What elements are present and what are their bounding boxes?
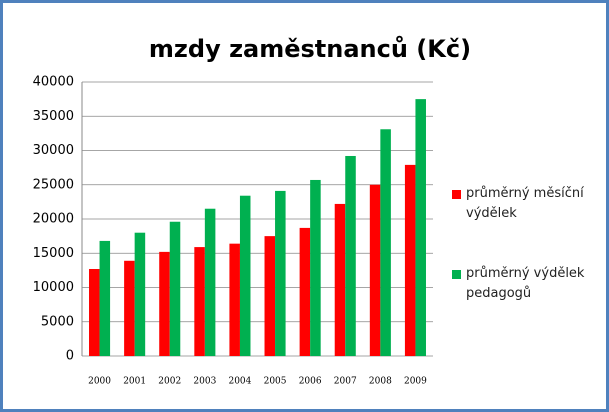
x-tick-label: 2005: [264, 377, 287, 387]
x-tick-label: 2007: [334, 377, 357, 387]
bar: [124, 260, 135, 356]
y-tick-label: 20000: [33, 212, 74, 227]
x-tick-label: 2001: [123, 377, 146, 387]
y-tick-label: 25000: [33, 177, 74, 192]
x-tick-label: 2008: [369, 377, 392, 387]
chart-title: mzdy zaměstnanců (Kč): [149, 35, 471, 63]
bar: [404, 164, 416, 356]
x-tick-label: 2004: [228, 377, 251, 387]
bar: [194, 247, 205, 356]
legend-swatch: [452, 190, 461, 199]
x-tick-label: 2009: [404, 377, 427, 387]
bar: [275, 190, 286, 356]
y-tick-label: 0: [66, 349, 74, 364]
bar: [369, 184, 381, 356]
bar: [239, 195, 251, 356]
bar: [264, 236, 276, 356]
bar: [415, 99, 426, 356]
bar: [169, 221, 181, 356]
y-tick-label: 10000: [33, 280, 74, 295]
legend-swatch: [452, 270, 461, 279]
bar: [89, 269, 100, 356]
legend-label: průměrný měsíční výdělek: [466, 186, 584, 221]
x-tick-label: 2003: [193, 377, 216, 387]
y-tick-label: 30000: [33, 143, 74, 158]
x-tick-label: 2000: [88, 377, 111, 387]
y-tick-label: 35000: [33, 109, 74, 124]
bar: [99, 240, 111, 356]
y-tick-label: 40000: [33, 75, 74, 90]
bar: [229, 243, 240, 356]
bar: [204, 208, 216, 356]
legend-label: průměrný výdělek pedagogů: [466, 266, 585, 301]
x-tick-label: 2006: [299, 377, 322, 387]
bar: [159, 251, 170, 356]
bar: [334, 203, 346, 356]
y-tick-label: 15000: [33, 246, 74, 261]
x-tick-label: 2002: [158, 377, 181, 387]
bar: [299, 227, 311, 356]
bar: [345, 155, 356, 356]
bar: [310, 179, 321, 356]
y-tick-label: 5000: [41, 314, 74, 329]
bar: [134, 232, 146, 356]
bar: [380, 129, 391, 356]
chart: mzdy zaměstnanců (Kč) 0 5000 10000 15000 200…: [33, 35, 471, 387]
